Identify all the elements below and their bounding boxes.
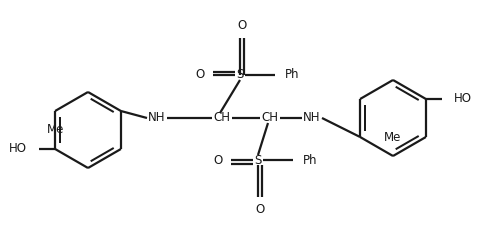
Text: O: O (254, 203, 264, 216)
Text: S: S (236, 69, 243, 82)
Text: HO: HO (9, 143, 27, 155)
Text: O: O (195, 69, 204, 82)
Text: CH: CH (213, 112, 230, 124)
Text: Ph: Ph (285, 69, 299, 82)
Text: NH: NH (303, 112, 320, 124)
Text: HO: HO (453, 93, 471, 106)
Text: Me: Me (46, 123, 63, 136)
Text: Ph: Ph (303, 154, 317, 167)
Text: O: O (213, 154, 223, 167)
Text: S: S (254, 154, 261, 167)
Text: O: O (236, 19, 245, 32)
Text: Me: Me (384, 131, 401, 144)
Text: NH: NH (148, 112, 165, 124)
Text: CH: CH (261, 112, 278, 124)
